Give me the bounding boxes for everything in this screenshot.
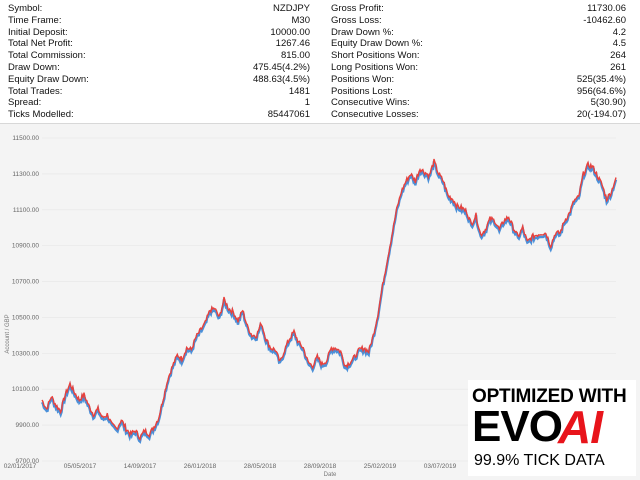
stat-row: Time Frame: M30	[8, 15, 310, 27]
stat-label: Draw Down %:	[331, 26, 394, 38]
stat-label: Gross Profit:	[331, 3, 384, 14]
stat-label: Initial Deposit:	[8, 26, 68, 38]
stat-value: 4.2	[612, 26, 626, 38]
stat-row: Gross Profit: 11730.06	[331, 3, 626, 15]
stat-value: 261	[610, 62, 626, 73]
stat-row: Total Commission: 815.00	[8, 50, 310, 62]
chart-grid	[42, 137, 616, 462]
stat-row: Ticks Modelled: 85447061	[8, 109, 310, 121]
badge-line-1: OPTIMIZED WITH	[472, 386, 627, 407]
stat-label: Gross Loss:	[331, 14, 382, 26]
stats-panel: Symbol: NZDJPY Time Frame: M30 Initial Depos…	[0, 0, 640, 124]
x-axis-label: Date	[324, 472, 337, 478]
badge-line-3: 99.9% TICK DATA	[474, 452, 605, 469]
stat-value: 264	[610, 50, 626, 62]
stat-row: Gross Loss: -10462.60	[331, 15, 626, 27]
y-tick-label: 11500.00	[12, 135, 39, 142]
stat-row: Draw Down: 475.45(4.2%)	[8, 62, 310, 74]
y-tick-label: 10500.00	[12, 314, 39, 321]
evo-ai-badge: OPTIMIZED WITH EVO AI 99.9% TICK DATA	[468, 380, 636, 476]
stat-value: 488.63(4.5%)	[252, 73, 310, 85]
stat-row: Initial Deposit: 10000.00	[8, 27, 310, 39]
stat-label: Draw Down:	[8, 62, 60, 73]
stat-label: Long Positions Won:	[331, 62, 418, 73]
x-tick-label: 25/02/2019	[364, 463, 397, 470]
stat-value: 5(30.90)	[590, 97, 626, 109]
stat-label: Equity Draw Down:	[8, 73, 89, 85]
stat-row: Consecutive Wins: 5(30.90)	[331, 97, 626, 109]
stat-value: 475.45(4.2%)	[252, 62, 310, 73]
stat-row: Equity Draw Down %: 4.5	[331, 38, 626, 50]
stat-value: 525(35.4%)	[576, 73, 626, 85]
stat-label: Equity Draw Down %:	[331, 38, 423, 50]
stat-label: Time Frame:	[8, 14, 62, 26]
x-tick-label: 14/09/2017	[124, 463, 157, 470]
series-balance-line	[41, 158, 617, 441]
stat-label: Positions Lost:	[331, 85, 393, 97]
stat-row: Equity Draw Down: 488.63(4.5%)	[8, 74, 310, 86]
stat-value: 1481	[288, 85, 310, 97]
y-tick-label: 10700.00	[12, 279, 39, 286]
stat-label: Total Trades:	[8, 85, 63, 97]
stat-row: Draw Down %: 4.2	[331, 27, 626, 39]
y-tick-label: 11300.00	[12, 171, 39, 178]
badge-logo-ai: AI	[558, 401, 603, 453]
stat-row: Short Positions Won: 264	[331, 50, 626, 62]
badge-logo-evo: EVO	[472, 402, 563, 451]
stat-label: Consecutive Losses:	[331, 109, 419, 121]
stat-value: M30	[291, 14, 310, 26]
stat-label: Total Commission:	[8, 50, 86, 62]
y-tick-label: 10100.00	[12, 386, 39, 393]
stat-row: Symbol: NZDJPY	[8, 3, 310, 15]
stat-label: Ticks Modelled:	[8, 109, 74, 121]
stat-value: 1267.46	[275, 38, 310, 50]
x-tick-label: 05/05/2017	[64, 463, 97, 470]
y-tick-label: 10900.00	[12, 243, 39, 250]
stat-value: 85447061	[267, 109, 310, 121]
stat-row: Total Trades: 1481	[8, 86, 310, 98]
stat-label: Short Positions Won:	[331, 50, 420, 62]
stat-label: Consecutive Wins:	[331, 97, 410, 109]
y-tick-label: 11100.00	[13, 207, 40, 214]
stat-label: Total Net Profit:	[8, 38, 73, 50]
x-tick-label: 02/01/2017	[4, 463, 37, 470]
stat-value: 1	[304, 97, 310, 109]
x-tick-label: 26/01/2018	[184, 463, 217, 470]
stat-label: Positions Won:	[331, 73, 395, 85]
y-tick-label: 9900.00	[16, 422, 40, 429]
y-axis-ticks: 9700.00 9900.00 10100.00 10300.00 10500.00 10…	[12, 135, 40, 465]
stat-value: NZDJPY	[273, 3, 310, 14]
stat-value: 956(64.6%)	[576, 85, 626, 97]
stat-row: Consecutive Losses: 20(-194.07)	[331, 109, 626, 121]
stat-label: Symbol:	[8, 3, 43, 14]
x-tick-label: 03/07/2019	[424, 463, 457, 470]
x-tick-label: 28/09/2018	[304, 463, 337, 470]
stat-row: Positions Lost: 956(64.6%)	[331, 86, 626, 98]
stat-value: -10462.60	[583, 14, 626, 26]
stat-row: Long Positions Won: 261	[331, 62, 626, 74]
y-tick-label: 9700.00	[16, 458, 40, 465]
y-tick-label: 10300.00	[12, 350, 39, 357]
stat-row: Spread: 1	[8, 97, 310, 109]
stat-row: Positions Won: 525(35.4%)	[331, 74, 626, 86]
stat-value: 20(-194.07)	[576, 109, 626, 121]
stat-value: 815.00	[280, 50, 310, 62]
stat-row: Total Net Profit: 1267.46	[8, 38, 310, 50]
stat-value: 10000.00	[270, 26, 310, 38]
x-tick-label: 28/05/2018	[244, 463, 277, 470]
stat-label: Spread:	[8, 97, 42, 109]
y-axis-label: Account / GBP	[5, 314, 11, 353]
stat-value: 4.5	[612, 38, 626, 50]
stat-value: 11730.06	[587, 3, 626, 14]
